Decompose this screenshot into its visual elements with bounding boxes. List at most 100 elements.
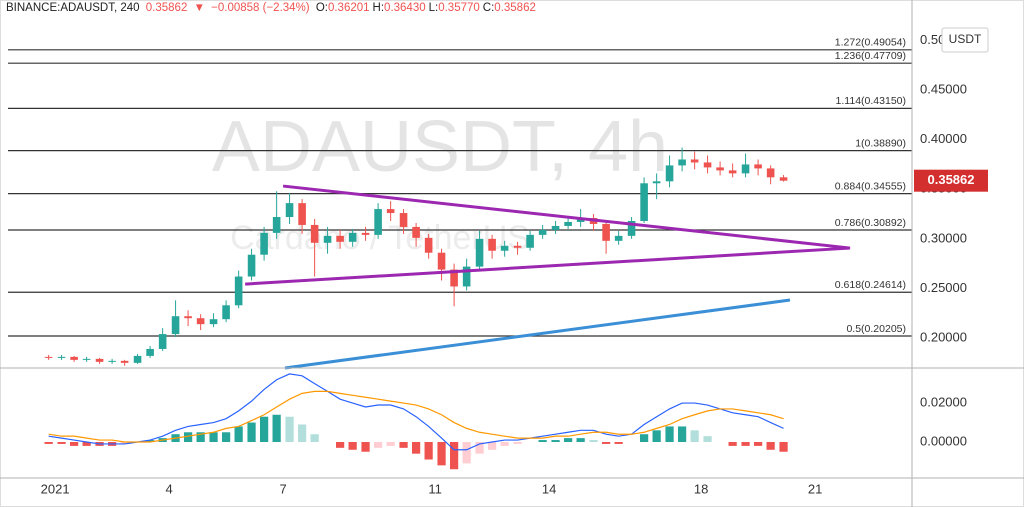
histogram-bar bbox=[335, 442, 345, 448]
histogram-bar bbox=[449, 442, 459, 470]
candle-body bbox=[260, 232, 268, 255]
histogram-bar bbox=[57, 442, 66, 444]
trendline bbox=[284, 298, 791, 370]
candle-body bbox=[652, 181, 661, 184]
x-tick-label: 14 bbox=[542, 481, 556, 496]
candle-body bbox=[158, 334, 167, 349]
field-value: 0.36201 bbox=[327, 2, 370, 14]
last-price: 0.35862 bbox=[928, 172, 975, 187]
y-tick-label: 0.20000 bbox=[920, 329, 967, 344]
histogram-bar bbox=[82, 442, 91, 446]
histogram-bar bbox=[297, 424, 307, 442]
histogram-bar bbox=[437, 442, 446, 466]
candle-body bbox=[196, 318, 205, 325]
histogram-bar bbox=[424, 442, 433, 460]
histogram-bar bbox=[690, 430, 699, 442]
candle-body bbox=[526, 234, 534, 248]
histogram-bar bbox=[766, 442, 775, 450]
candle-body bbox=[171, 316, 180, 335]
candle-body bbox=[728, 170, 737, 174]
y-tick-label: 0.25000 bbox=[920, 280, 967, 295]
fib-label: 0.5(0.20205) bbox=[846, 323, 906, 335]
candle-body bbox=[348, 232, 357, 242]
candle-body bbox=[108, 360, 116, 362]
histogram-bar bbox=[614, 442, 623, 444]
candle-body bbox=[538, 229, 547, 235]
candle-body bbox=[627, 220, 636, 236]
candle-body bbox=[450, 269, 458, 287]
x-tick-label: 2021 bbox=[41, 481, 70, 496]
x-tick-label: 11 bbox=[428, 481, 442, 496]
field-key: H: bbox=[372, 2, 385, 14]
histogram-bar bbox=[500, 442, 509, 446]
histogram-bar bbox=[44, 442, 53, 444]
last-price-box bbox=[914, 169, 988, 192]
macd-line bbox=[48, 373, 784, 451]
fib-label: 1.272(0.49054) bbox=[835, 37, 906, 49]
candle-body bbox=[716, 167, 724, 171]
candle-body bbox=[374, 209, 382, 235]
candle-body bbox=[209, 319, 218, 325]
candle-body bbox=[412, 226, 420, 238]
down-arrow: ▼ bbox=[193, 2, 205, 14]
candle-body bbox=[120, 360, 129, 363]
histogram-bar bbox=[665, 426, 674, 442]
candle-body bbox=[665, 165, 674, 182]
histogram-bar bbox=[462, 442, 471, 464]
histogram-bar bbox=[487, 442, 497, 450]
histogram-bar bbox=[411, 442, 421, 454]
candle-body bbox=[57, 356, 66, 358]
candle-body bbox=[386, 209, 395, 214]
x-tick-label: 21 bbox=[808, 481, 822, 496]
y-tick-label: 0.30000 bbox=[920, 230, 967, 245]
candle-body bbox=[285, 203, 294, 218]
x-tick-label: 4 bbox=[165, 481, 172, 496]
histogram-bar bbox=[221, 432, 231, 442]
field-key: O: bbox=[315, 2, 328, 14]
candle-body bbox=[323, 235, 332, 243]
candle-body bbox=[82, 358, 91, 360]
field-key: C: bbox=[482, 2, 495, 14]
header: BINANCE:ADAUSDT, 240 0.35862 ▼ −0.00858 … bbox=[6, 2, 542, 14]
candle-body bbox=[703, 162, 712, 168]
candle-body bbox=[44, 356, 53, 358]
trendline bbox=[245, 246, 851, 286]
histogram-bar bbox=[703, 436, 712, 442]
histogram-bar bbox=[259, 416, 269, 442]
histogram-bar bbox=[234, 426, 243, 442]
histogram-bar bbox=[589, 440, 598, 442]
candle-body bbox=[614, 235, 623, 241]
candle-body bbox=[488, 238, 496, 251]
fib-label: 1.236(0.47709) bbox=[835, 50, 906, 62]
candle-body bbox=[779, 177, 788, 181]
field-value: 0.36430 bbox=[384, 2, 426, 14]
candle-body bbox=[551, 225, 560, 230]
candle-body bbox=[70, 356, 78, 360]
histogram-bar bbox=[209, 432, 218, 442]
candle-body bbox=[437, 252, 446, 270]
x-tick-label: 7 bbox=[279, 481, 286, 496]
candle-body bbox=[678, 159, 686, 166]
histogram-bar bbox=[272, 414, 281, 442]
candle-body bbox=[298, 203, 306, 225]
candle-body bbox=[222, 305, 230, 320]
candle-body bbox=[462, 266, 471, 287]
fib-label: 0.884(0.34555) bbox=[835, 180, 906, 192]
macd-line bbox=[48, 390, 784, 443]
change: −0.00858 (−2.34%) bbox=[211, 2, 310, 14]
histogram-bar bbox=[69, 442, 79, 446]
ohlc: O:0.36201 H:0.36430 L:0.35770 C:0.35862 bbox=[316, 2, 539, 14]
candle-body bbox=[513, 245, 522, 248]
histogram-bar bbox=[348, 442, 357, 450]
candle-body bbox=[184, 316, 192, 319]
candle-body bbox=[310, 224, 319, 243]
trendline bbox=[282, 184, 851, 250]
histogram-bar bbox=[145, 440, 155, 442]
watermark: ADAUSDT, 4h bbox=[212, 107, 668, 187]
histogram-bar bbox=[361, 442, 370, 452]
candle-body bbox=[500, 245, 509, 251]
histogram-bar bbox=[196, 432, 205, 442]
candle-body bbox=[361, 232, 370, 235]
